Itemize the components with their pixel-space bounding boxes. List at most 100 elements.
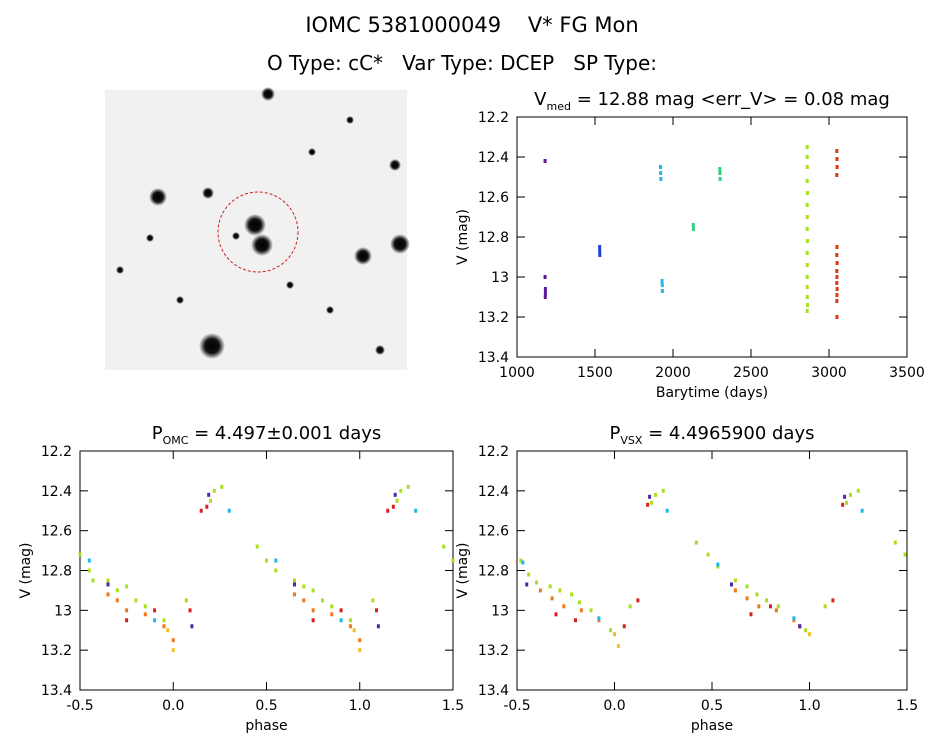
- data-point: [835, 245, 839, 249]
- data-point: [598, 253, 602, 257]
- data-point: [543, 159, 547, 163]
- data-point: [805, 285, 809, 289]
- data-point: [171, 638, 175, 643]
- data-point: [442, 544, 446, 549]
- data-point: [348, 618, 352, 623]
- data-point: [749, 612, 753, 617]
- y-tick-label: 12.2: [41, 444, 72, 460]
- data-point: [548, 584, 552, 589]
- y-tick-label: 12.4: [478, 484, 509, 500]
- data-point: [613, 632, 616, 637]
- chart-title-part: V: [534, 89, 547, 110]
- data-point: [733, 578, 737, 583]
- y-tick-label: 12.2: [478, 110, 509, 126]
- data-point: [730, 582, 733, 587]
- data-point: [153, 618, 157, 623]
- data-point: [835, 165, 839, 169]
- data-point: [87, 558, 91, 563]
- data-point: [393, 492, 397, 497]
- data-point: [769, 604, 772, 609]
- data-point: [660, 283, 664, 287]
- data-point: [718, 177, 722, 181]
- data-point: [125, 618, 129, 623]
- data-point: [661, 488, 665, 493]
- plot-frame: [516, 116, 908, 358]
- data-point: [805, 275, 809, 279]
- data-point: [805, 227, 809, 231]
- chart-title-part: P: [610, 423, 621, 444]
- data-point: [903, 552, 907, 557]
- x-tick-label: 3500: [889, 365, 925, 381]
- data-point: [330, 604, 334, 609]
- y-axis-label: V (mag): [455, 209, 471, 265]
- plot-frame: [516, 450, 908, 691]
- data-point: [774, 608, 778, 613]
- data-point: [835, 173, 839, 177]
- data-point: [805, 309, 809, 313]
- data-point: [765, 598, 769, 603]
- data-point: [805, 263, 809, 267]
- data-point: [125, 584, 129, 589]
- data-point: [207, 492, 211, 497]
- data-point: [558, 588, 562, 593]
- data-point: [805, 145, 809, 149]
- chart-title: PVSX = 4.4965900 days: [610, 423, 815, 447]
- data-point: [718, 171, 722, 175]
- data-point: [648, 494, 652, 499]
- data-point: [171, 648, 175, 653]
- data-point: [115, 598, 119, 603]
- data-point: [255, 544, 259, 549]
- data-point: [162, 618, 166, 623]
- data-point: [805, 165, 809, 169]
- data-point: [805, 295, 809, 299]
- data-point: [835, 157, 839, 161]
- data-point: [646, 502, 650, 507]
- x-axis-label: phase: [245, 718, 287, 734]
- data-point: [835, 299, 839, 303]
- data-point: [106, 582, 110, 587]
- data-point: [521, 560, 525, 565]
- data-point: [451, 558, 455, 563]
- data-point: [220, 484, 224, 489]
- y-tick-label: 12.4: [41, 484, 72, 500]
- data-point: [757, 604, 761, 609]
- x-tick-label: -0.5: [503, 698, 530, 714]
- data-point: [609, 628, 613, 633]
- x-tick-label: 0.0: [603, 698, 625, 714]
- chart-title-part: med: [547, 100, 571, 113]
- sky-image: [105, 87, 410, 370]
- data-point: [745, 596, 749, 601]
- data-point: [330, 612, 334, 617]
- x-tick-label: 1.0: [349, 698, 371, 714]
- y-tick-label: 12.6: [478, 190, 509, 206]
- data-point: [835, 149, 839, 153]
- data-point: [622, 624, 626, 629]
- y-tick-label: 13: [491, 270, 509, 286]
- x-tick-label: 1500: [577, 365, 613, 381]
- data-point: [823, 604, 827, 609]
- data-point: [78, 552, 82, 557]
- data-point: [376, 624, 380, 629]
- data-point: [162, 624, 166, 629]
- data-point: [274, 558, 278, 563]
- data-point: [371, 598, 375, 603]
- data-point: [745, 584, 749, 589]
- data-point: [184, 598, 188, 603]
- data-point: [143, 604, 147, 609]
- data-point: [650, 500, 654, 505]
- data-point: [805, 203, 809, 207]
- data-point: [805, 179, 809, 183]
- y-tick-label: 13.2: [478, 310, 509, 326]
- data-point: [856, 488, 860, 493]
- data-point: [845, 500, 849, 505]
- y-tick-label: 13: [54, 603, 72, 619]
- data-point: [292, 582, 296, 587]
- chart-title-part: VSX: [620, 434, 643, 447]
- x-tick-label: -0.5: [66, 698, 93, 714]
- data-point: [311, 588, 315, 593]
- data-point: [143, 612, 147, 617]
- data-point: [352, 628, 356, 633]
- data-point: [835, 315, 839, 319]
